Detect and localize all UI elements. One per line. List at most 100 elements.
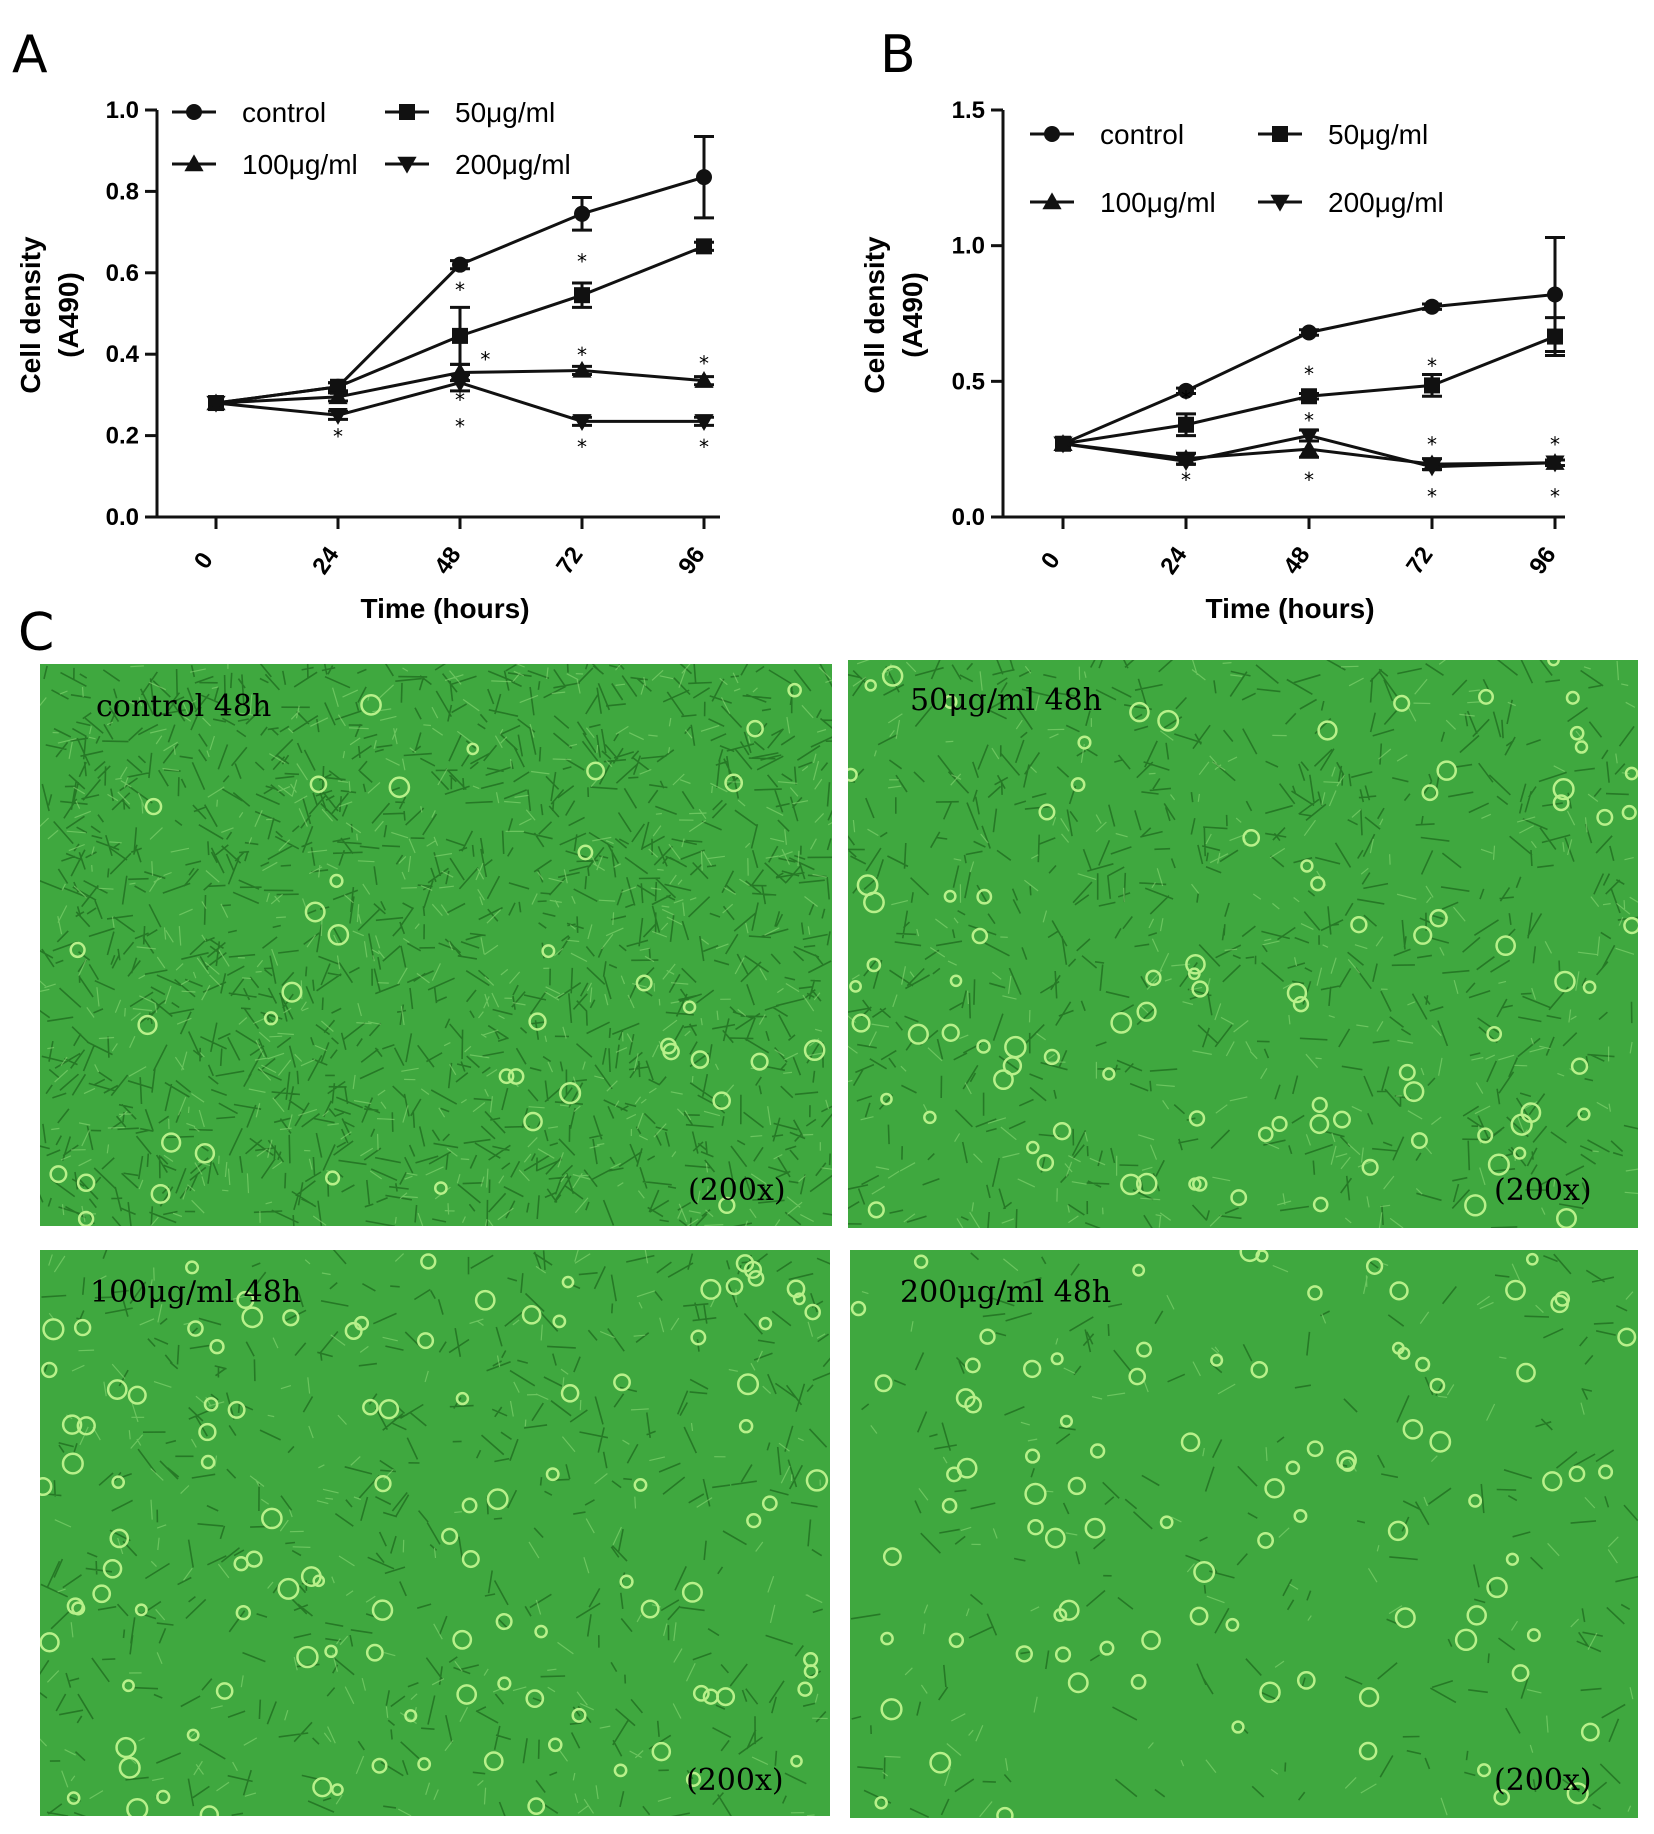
rounded-cell: [73, 1318, 92, 1337]
rounded-cell: [700, 1278, 722, 1300]
rounded-cell: [746, 1512, 762, 1529]
rounded-cell: [1566, 1782, 1589, 1805]
significance-star: *: [333, 425, 343, 449]
rounded-cell: [498, 1068, 515, 1085]
significance-star: *: [480, 347, 490, 371]
rounded-cell: [560, 1383, 580, 1403]
micrograph-background: [40, 1250, 830, 1816]
rounded-cell: [635, 974, 653, 992]
rounded-cell: [1554, 970, 1576, 993]
rounded-cell: [712, 1091, 731, 1111]
legend-marker: [184, 154, 204, 172]
rounded-cell: [804, 1303, 821, 1321]
rounded-cell: [76, 1416, 96, 1436]
rounded-cell: [651, 1741, 672, 1762]
rounded-cell: [787, 682, 802, 698]
rounded-cell: [1582, 980, 1597, 995]
rounded-cell: [1024, 1482, 1047, 1506]
chart-a-series: [206, 134, 714, 431]
legend-marker: [1042, 192, 1062, 210]
panel-label-a: A: [12, 25, 48, 85]
rounded-cell: [941, 1023, 960, 1042]
cell-highlights: [40, 1250, 828, 1816]
rounded-cell: [433, 1181, 448, 1195]
legend-marker: [399, 104, 415, 120]
rounded-cell: [209, 1339, 225, 1355]
y-tick-label: 1.0: [952, 233, 985, 260]
data-point: [1547, 286, 1563, 303]
rounded-cell: [528, 1012, 547, 1031]
rounded-cell: [263, 1011, 279, 1026]
rounded-cell: [797, 1681, 813, 1697]
data-point: [1301, 324, 1317, 341]
rounded-cell: [1159, 1515, 1174, 1530]
rounded-cell: [1464, 1194, 1487, 1217]
significance-star: *: [577, 343, 587, 367]
rounded-cell: [1429, 1430, 1452, 1453]
x-tick-label: 96: [673, 542, 710, 579]
rounded-cell: [1421, 784, 1439, 802]
rounded-cell: [640, 1599, 660, 1619]
rounded-cell: [1554, 1291, 1571, 1307]
data-point: [1422, 459, 1442, 477]
rounded-cell: [559, 1082, 582, 1105]
rounded-cell: [327, 923, 350, 946]
micrograph-50: 50μg/ml 48h (200x): [848, 660, 1638, 1228]
rounded-cell: [523, 1111, 543, 1132]
x-tick-label: 24: [1155, 541, 1193, 579]
rounded-cell: [880, 1092, 893, 1106]
rounded-cell: [577, 844, 594, 861]
rounded-cell: [1361, 1158, 1379, 1176]
rounded-cell: [1547, 660, 1560, 667]
rounded-cell: [1516, 1362, 1536, 1383]
rounded-cell: [1038, 803, 1056, 821]
rounded-cell: [1191, 980, 1209, 998]
chart-a-ylabel-sub: (A490): [53, 272, 84, 358]
rounded-cell: [1477, 1127, 1494, 1144]
rounded-cell: [199, 1805, 220, 1816]
rounded-cell: [1493, 1788, 1511, 1806]
rounded-cell: [521, 1305, 542, 1325]
rounded-cell: [1188, 1110, 1206, 1127]
rounded-cell: [1044, 1527, 1066, 1549]
panel-label-b: B: [880, 25, 916, 85]
rounded-cell: [455, 1391, 470, 1406]
chart-b-annotations: * * * * * * * * * *: [1181, 354, 1560, 508]
rounded-cell: [956, 1457, 978, 1479]
rounded-cell: [943, 694, 958, 709]
rounded-cell: [866, 957, 882, 973]
rounded-cell: [312, 1574, 326, 1588]
rounded-cell: [848, 767, 858, 782]
rounded-cell: [1067, 1476, 1087, 1496]
rounded-cell: [1312, 1196, 1329, 1213]
rounded-cell: [161, 1132, 182, 1153]
rounded-cell: [1185, 953, 1206, 975]
rounded-cell: [1552, 794, 1570, 812]
rounded-cell: [1577, 1107, 1591, 1121]
rounded-cell: [1110, 1011, 1133, 1034]
rounded-cell: [1026, 1140, 1040, 1155]
rounded-cell: [851, 1013, 871, 1033]
rounded-cell: [1102, 1067, 1116, 1081]
chart-a-ylabel: Cell density: [15, 236, 46, 394]
rounded-cell: [227, 1400, 246, 1419]
x-tick-label: 72: [1401, 542, 1438, 579]
cell-highlights: [848, 660, 1638, 1228]
rounded-cell: [277, 1577, 300, 1600]
rounded-cell: [187, 1320, 204, 1337]
rounded-cell: [1340, 1456, 1356, 1472]
significance-star: *: [577, 250, 587, 274]
rounded-cell: [1189, 1606, 1209, 1626]
rounded-cell: [76, 1173, 96, 1193]
significance-star: *: [1427, 484, 1437, 508]
rounded-cell: [371, 1599, 394, 1621]
data-point: [328, 387, 348, 405]
rounded-cell: [92, 1584, 112, 1604]
rounded-cell: [660, 1037, 677, 1055]
rounded-cell: [949, 974, 963, 988]
legend-label: 50μg/ml: [455, 97, 555, 128]
rounded-cell: [882, 1547, 902, 1567]
significance-star: *: [577, 435, 587, 459]
rounded-cell: [724, 773, 744, 793]
